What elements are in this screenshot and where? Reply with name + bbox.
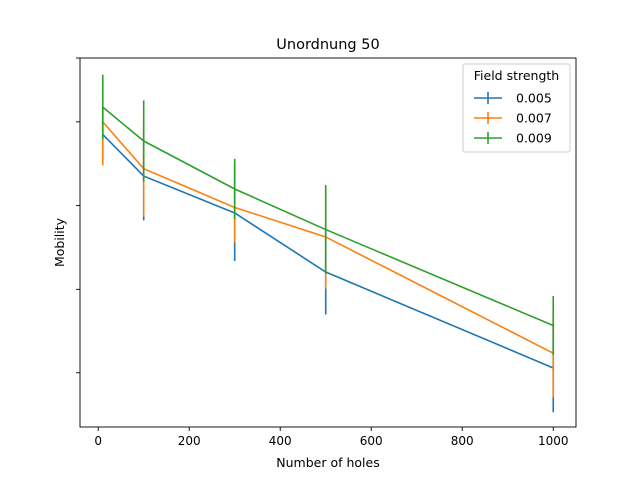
y-axis [76,57,80,374]
series-line [102,133,554,369]
legend-entries: 0.005 0.007 0.009 [474,91,552,146]
x-tick-label: 800 [451,434,474,448]
x-axis-label: Number of holes [276,455,379,470]
series-line [102,121,554,354]
series-layer [101,74,555,413]
x-tick-label: 0 [94,434,102,448]
legend-label: 0.007 [516,111,552,126]
legend-label: 0.005 [516,91,552,106]
legend-entry: 0.009 [474,131,552,146]
plot-area: 0 200 400 600 800 1000 [76,57,577,448]
x-tick-label: 1000 [538,434,569,448]
legend-entry: 0.005 [474,91,552,106]
y-axis-label: Mobility [52,217,67,267]
legend-title: Field strength [474,68,559,83]
chart-title: Unordnung 50 [276,37,379,53]
series-0.005 [101,108,555,413]
x-axis: 0 200 400 600 800 1000 [94,427,569,448]
series-0.009 [101,74,555,356]
legend: Field strength 0.005 0.007 0.009 [462,63,571,153]
legend-label: 0.009 [516,131,552,146]
x-tick-label: 600 [360,434,383,448]
legend-entry: 0.007 [474,111,552,126]
plot-frame [79,57,577,428]
legend-box [462,63,571,153]
x-tick-label: 400 [269,434,292,448]
x-tick-label: 200 [178,434,201,448]
